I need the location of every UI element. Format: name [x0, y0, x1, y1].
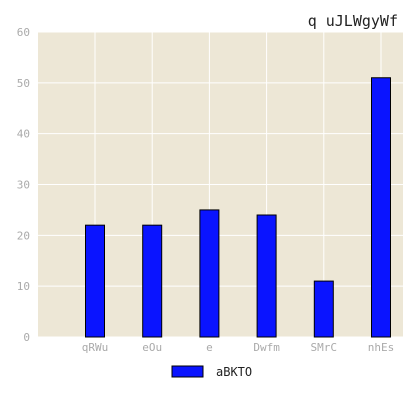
y-tick-label: 30: [17, 179, 30, 192]
y-tick-label: 50: [17, 77, 30, 90]
bar-eOu: [143, 225, 162, 337]
x-tick-label: eOu: [142, 341, 162, 354]
bar-nhEs: [372, 78, 391, 337]
y-tick-label: 10: [17, 280, 30, 293]
y-tick-label: 60: [17, 26, 30, 39]
x-axis-ticks: qRWu eOu e Dwfm SMrC nhEs: [82, 341, 395, 354]
x-tick-label: nhEs: [368, 341, 395, 354]
x-tick-label: SMrC: [311, 341, 338, 354]
bar-e: [200, 210, 219, 337]
x-tick-label: Dwfm: [253, 341, 280, 354]
bar-Dwfm: [257, 215, 276, 337]
chart-title: q uJLWgyWf: [308, 12, 398, 30]
bar-qRWu: [86, 225, 105, 337]
y-tick-label: 20: [17, 229, 30, 242]
x-tick-label: qRWu: [82, 341, 109, 354]
legend-swatch: [172, 366, 203, 377]
x-tick-label: e: [206, 341, 213, 354]
bar-SMrC: [314, 281, 333, 337]
y-axis-ticks: 0 10 20 30 40 50 60: [17, 26, 30, 344]
legend: aBKTO: [172, 365, 252, 379]
legend-label: aBKTO: [216, 365, 252, 379]
y-tick-label: 0: [23, 331, 30, 344]
y-tick-label: 40: [17, 128, 30, 141]
